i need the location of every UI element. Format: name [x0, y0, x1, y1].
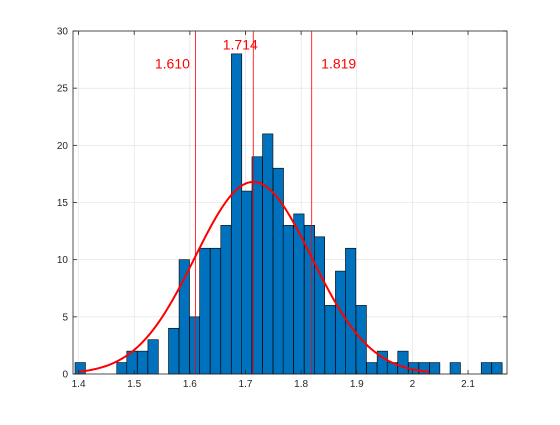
histogram-bar: [313, 236, 325, 375]
histogram-bar: [137, 350, 149, 375]
x-tick-label: 1.4: [72, 379, 86, 390]
histogram-bar: [397, 350, 409, 375]
histogram-bar: [116, 362, 128, 375]
histogram-bar: [429, 362, 441, 375]
x-tick-label: 2.1: [461, 379, 475, 390]
axis-ticks: 1.4 1.5 1.6 1.7 1.8 1.9 2 2.1 0 5 10 15 20 25 30: [57, 27, 507, 390]
histogram-bar: [220, 225, 232, 375]
histogram-bar: [231, 53, 243, 375]
marker-labels: 1.610 1.714 1.819: [155, 36, 357, 71]
y-tick-label: 30: [57, 27, 69, 38]
normal-fit-curve: [78, 180, 430, 373]
histogram-bar: [480, 362, 492, 375]
marker-value-label: 1.610: [155, 56, 190, 72]
histogram-bar: [262, 133, 274, 375]
histogram-bar: [449, 362, 461, 375]
marker-lines: [195, 31, 313, 374]
histogram-bar: [335, 270, 347, 375]
y-tick-label: 20: [57, 141, 69, 152]
x-tick-label: 1.5: [127, 379, 141, 390]
histogram-bar: [189, 316, 201, 375]
y-tick-label: 0: [62, 370, 68, 381]
marker-value-label: 1.714: [223, 36, 258, 52]
histogram-bar: [147, 339, 159, 375]
x-tick-label: 1.7: [239, 379, 253, 390]
histogram-bar: [345, 247, 357, 375]
histogram-bar: [209, 247, 221, 375]
histogram-bar: [241, 190, 253, 375]
x-tick-label: 2: [410, 379, 416, 390]
histogram-bar: [324, 305, 336, 375]
histogram-bar: [282, 225, 294, 375]
histogram-bar: [491, 362, 503, 375]
x-tick-label: 1.6: [183, 379, 197, 390]
histogram-bar: [199, 247, 211, 375]
histogram-bar: [366, 362, 378, 375]
y-tick-label: 15: [57, 198, 69, 209]
y-tick-label: 5: [62, 312, 68, 323]
histogram-bar: [168, 327, 180, 375]
x-tick-label: 1.9: [350, 379, 364, 390]
marker-value-label: 1.819: [321, 56, 356, 72]
y-tick-label: 10: [57, 255, 69, 266]
x-tick-label: 1.8: [294, 379, 308, 390]
y-tick-label: 25: [57, 84, 69, 95]
